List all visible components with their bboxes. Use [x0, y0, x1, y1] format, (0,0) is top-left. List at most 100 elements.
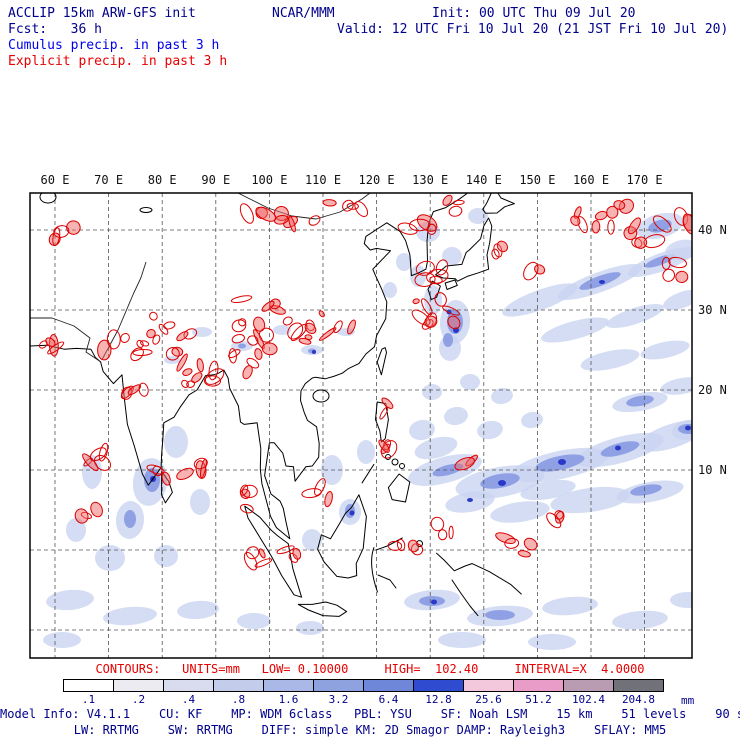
cumulus-precip-blob	[95, 545, 125, 571]
cumulus-precip-blob	[467, 498, 473, 502]
explicit-precip-contour	[90, 501, 103, 518]
explicit-precip-contour	[254, 558, 273, 568]
cumulus-precip-blob	[521, 411, 543, 429]
explicit-precip-contour	[130, 347, 144, 362]
cumulus-precip-blob	[43, 632, 81, 648]
cumulus-precip-blob	[580, 349, 640, 371]
cumulus-precip-blob	[177, 600, 219, 620]
colorbar-cell	[63, 679, 114, 692]
lake-aral	[39, 193, 57, 204]
cumulus-precip-blob	[468, 208, 488, 224]
cumulus-precip-blob	[424, 285, 442, 315]
explicit-precip-contour	[228, 348, 237, 364]
explicit-precip-field	[38, 194, 692, 571]
colorbar-tick-label: .8	[231, 693, 246, 706]
explicit-precip-contour	[241, 484, 258, 499]
lat-tick-label: 20 N	[698, 383, 727, 397]
explicit-precip-contour	[347, 319, 356, 335]
explicit-precip-contour	[426, 223, 437, 235]
explicit-precip-contour	[304, 322, 317, 335]
explicit-precip-contour	[324, 491, 333, 508]
explicit-precip-contour	[342, 199, 354, 212]
lat-tick-label: 10 N	[698, 463, 727, 477]
explicit-precip-contour	[546, 512, 562, 529]
colorbar-tick-label: 204.8	[621, 693, 656, 706]
explicit-precip-contour	[577, 216, 588, 234]
explicit-precip-contour	[607, 219, 615, 235]
map-border	[29, 192, 693, 659]
cumulus-precip-blob	[349, 510, 355, 516]
explicit-precip-contour	[253, 316, 266, 332]
cumulus-precip-blob	[124, 510, 136, 528]
model-title: ACCLIP 15km ARW-GFS init	[8, 6, 196, 21]
explicit-precip-contour	[424, 315, 438, 328]
cumulus-precip-blob	[164, 426, 188, 458]
explicit-precip-contour	[258, 548, 266, 559]
explicit-precip-contour	[93, 454, 112, 471]
explicit-precip-contour	[591, 220, 601, 234]
lat-axis-labels: 40 N 30 N 20 N 10 N	[698, 223, 727, 477]
explicit-precip-contour	[282, 316, 293, 326]
explicit-precip-contour	[149, 311, 158, 321]
explicit-precip-contour	[430, 516, 445, 532]
coastline-new-guinea	[436, 552, 522, 617]
explicit-precip-contour	[228, 349, 241, 359]
cumulus-precip-blob	[296, 621, 324, 635]
lat-tick-label: 40 N	[698, 223, 727, 237]
explicit-precip-contour	[448, 525, 454, 540]
lon-tick-label: 160 E	[573, 173, 609, 187]
colorbar-cell	[263, 679, 314, 692]
explicit-precip-contour	[127, 384, 142, 396]
colorbar-tick-label: .4	[181, 693, 196, 706]
explicit-precip-contour	[421, 298, 433, 316]
colorbar-cells	[63, 679, 723, 692]
explicit-precip-contour	[412, 298, 420, 305]
cumulus-precip-blob	[443, 333, 453, 347]
explicit-precip-contour	[258, 327, 274, 343]
colorbar-cell	[463, 679, 514, 692]
explicit-precip-contour	[204, 368, 225, 385]
cumulus-precip-blob	[357, 440, 375, 464]
coastline-luzon	[375, 401, 389, 443]
explicit-precip-contour	[448, 205, 463, 217]
colorbar-unit: mm	[681, 694, 695, 707]
explicit-precip-contour	[442, 305, 460, 316]
cumulus-precip-blob	[541, 317, 609, 343]
cumulus-precip-blob	[542, 596, 598, 616]
cumulus-precip-blob	[615, 445, 621, 451]
explicit-precip-contour	[98, 442, 109, 462]
border-central-asia	[30, 261, 147, 363]
valid-time: Valid: 12 UTC Fri 10 Jul 20 (21 JST Fri …	[337, 22, 729, 37]
explicit-precip-contour	[387, 540, 403, 551]
explicit-precip-contour	[322, 199, 337, 207]
cumulus-precip-blob	[237, 613, 271, 629]
colorbar-cell	[563, 679, 614, 692]
explicit-precip-contour	[304, 334, 313, 340]
explicit-precip-contour	[66, 220, 81, 235]
explicit-precip-contour	[287, 322, 304, 340]
explicit-precip-contour	[594, 210, 608, 221]
lon-tick-label: 80 E	[148, 173, 177, 187]
coastline-visayas-2	[399, 463, 405, 469]
explicit-precip-contour	[495, 532, 516, 544]
explicit-precip-contour	[243, 551, 258, 571]
explicit-precip-contour	[491, 248, 500, 260]
explicit-precip-contour	[74, 508, 89, 524]
cumulus-precip-blob	[520, 479, 576, 501]
colorbar-tick-label: 51.2	[525, 693, 552, 706]
explicit-precip-contour	[138, 382, 149, 397]
cumulus-precip-blob	[502, 283, 578, 317]
explicit-precip-contour	[196, 358, 204, 373]
explicit-precip-contour	[82, 453, 99, 472]
explicit-precip-contour	[171, 346, 184, 357]
colorbar-tick-label: .2	[131, 693, 146, 706]
coastline-shikoku	[444, 279, 458, 290]
cumulus-precip-blob	[490, 501, 550, 523]
colorbar-tick-label: .1	[81, 693, 96, 706]
cumulus-precip-blob	[192, 327, 212, 337]
colorbar-cell	[113, 679, 164, 692]
cumulus-legend: Cumulus precip. in past 3 h	[8, 38, 220, 53]
model-info-line-1: Model Info: V4.1.1 CU: KF MP: WDM 6class…	[0, 707, 740, 721]
